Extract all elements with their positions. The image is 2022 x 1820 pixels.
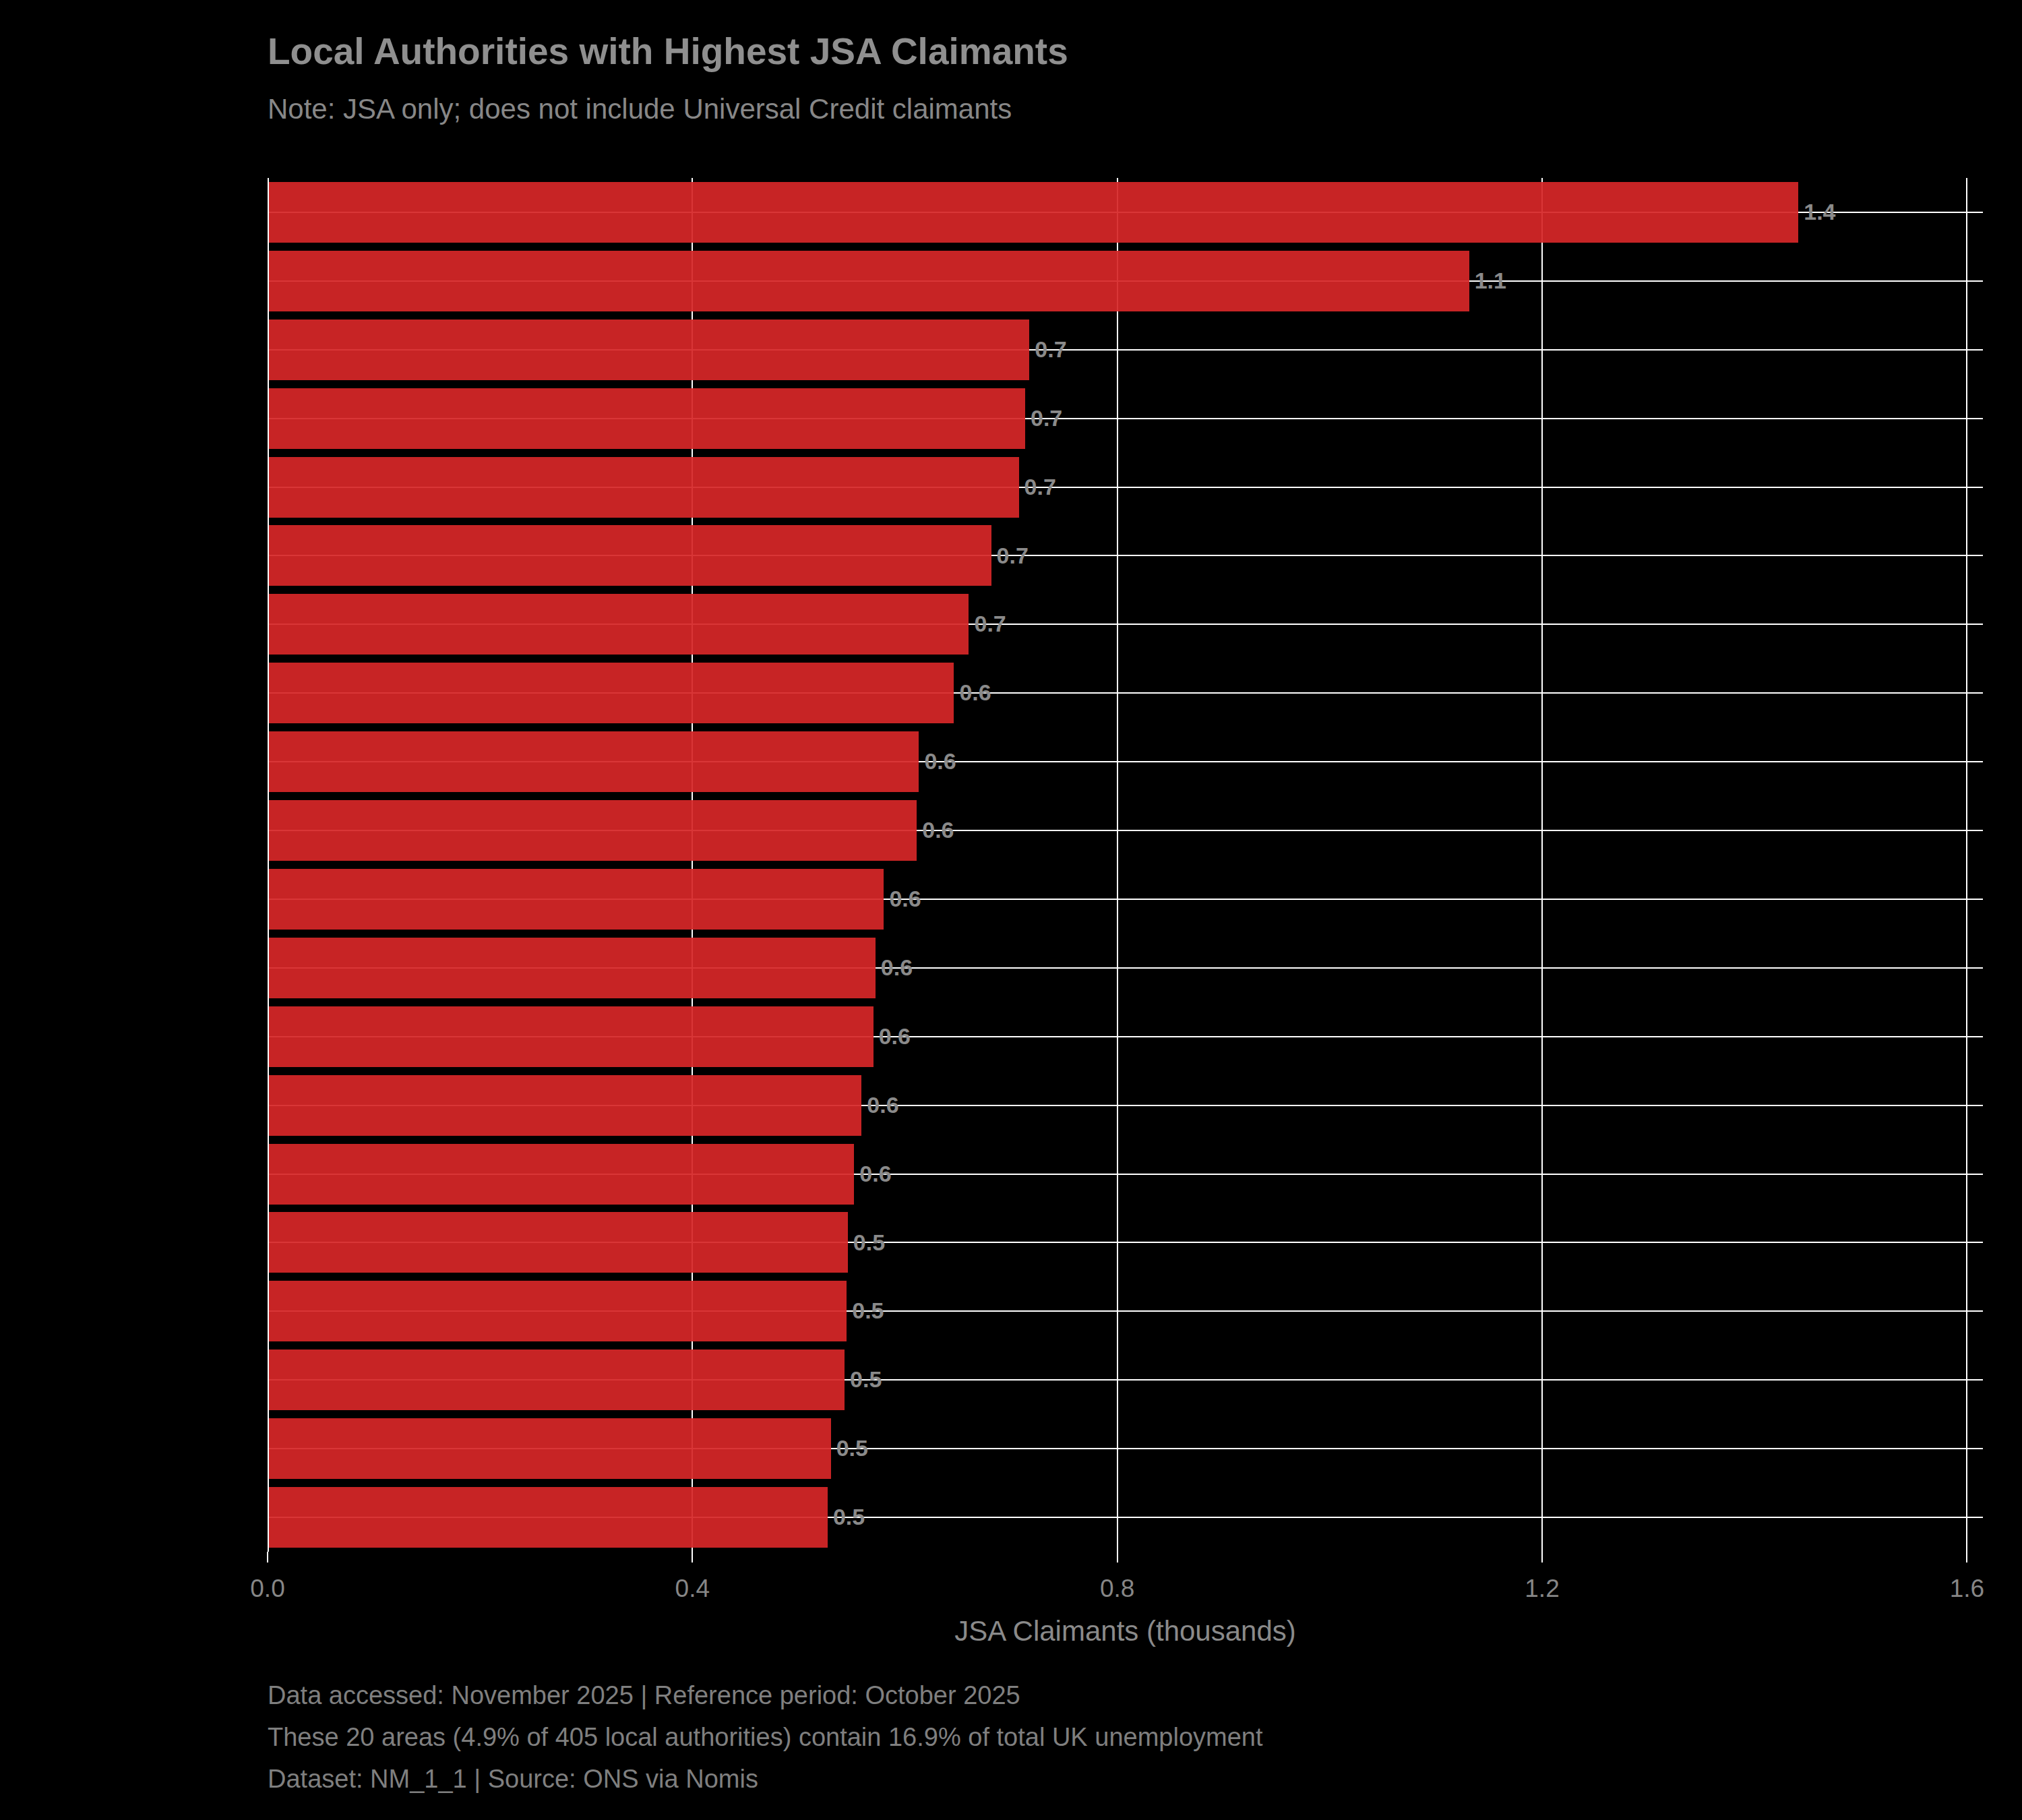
bar-value-label: 0.6	[859, 1140, 891, 1209]
bar-value-label: 0.7	[974, 590, 1006, 659]
bar-ealing	[269, 731, 919, 792]
bar-milton-keynes	[269, 1212, 848, 1273]
x-axis-tick-labels: 0.00.40.81.21.6	[268, 1575, 1983, 1608]
bar-value-label: 0.5	[852, 1277, 884, 1345]
bar-value-label: 0.5	[833, 1483, 865, 1552]
bar-manchester	[269, 457, 1019, 518]
bar-barnet	[269, 1281, 847, 1341]
bar-value-label: 0.7	[1024, 453, 1056, 522]
footer-note-3: Dataset: NM_1_1 | Source: ONS via Nomis	[268, 1765, 758, 1794]
bar-value-label: 0.6	[879, 1002, 911, 1071]
bar-brighton-and-hove	[269, 1349, 845, 1410]
gridline-vertical	[1541, 178, 1543, 1552]
x-tick-label: 1.2	[1488, 1575, 1596, 1603]
gridline-vertical	[1117, 178, 1118, 1552]
y-axis-spine	[268, 178, 269, 1552]
x-tick-label: 0.8	[1064, 1575, 1171, 1603]
bar-liverpool	[269, 938, 876, 998]
x-axis-tick	[692, 1552, 693, 1563]
bar-value-label: 0.5	[850, 1345, 882, 1414]
bar-wiltshire	[269, 1144, 854, 1205]
chart-canvas: Local Authorities with Highest JSA Claim…	[0, 0, 2022, 1820]
x-tick-label: 0.0	[214, 1575, 321, 1603]
bar-cornwall	[269, 1418, 831, 1479]
bar-value-label: 1.4	[1804, 178, 1835, 247]
chart-subtitle: Note: JSA only; does not include Univers…	[268, 93, 1012, 125]
x-tick-label: 0.4	[638, 1575, 746, 1603]
bar-value-label: 0.7	[997, 522, 1029, 590]
x-tick-label: 1.6	[1913, 1575, 2021, 1603]
bar-lewisham	[269, 869, 884, 930]
bar-bristol-city-of	[269, 663, 954, 723]
x-axis-title: JSA Claimants (thousands)	[268, 1615, 1983, 1647]
bar-value-label: 0.5	[853, 1209, 885, 1277]
x-axis-tick	[1117, 1552, 1118, 1563]
bar-value-label: 0.6	[867, 1071, 898, 1140]
bar-wandsworth	[269, 1075, 861, 1136]
x-axis-tick	[1541, 1552, 1543, 1563]
gridline-vertical	[692, 178, 693, 1552]
bar-leeds	[269, 251, 1469, 311]
bar-value-label: 0.6	[924, 727, 956, 796]
chart-title: Local Authorities with Highest JSA Claim…	[268, 30, 1068, 73]
gridline-vertical	[1966, 178, 1967, 1552]
bar-value-label: 0.6	[922, 796, 954, 865]
x-axis-tick	[1966, 1552, 1967, 1563]
bar-sheffield	[269, 320, 1029, 380]
bar-value-label: 0.7	[1035, 315, 1066, 384]
plot-area: 1.41.10.70.70.70.70.70.60.60.60.60.60.60…	[268, 178, 1983, 1552]
bar-waltham-forest	[269, 1006, 874, 1067]
bar-glasgow-city	[269, 594, 969, 655]
bar-value-label: 0.6	[889, 865, 921, 934]
bar-value-label: 1.1	[1475, 247, 1506, 315]
x-axis-tick	[267, 1552, 268, 1563]
bar-value-label: 0.6	[881, 934, 913, 1002]
bar-value-label: 0.7	[1031, 384, 1062, 453]
footer-note-2: These 20 areas (4.9% of 405 local author…	[268, 1723, 1263, 1752]
bar-croydon	[269, 800, 917, 861]
bar-value-label: 0.5	[836, 1414, 868, 1483]
footer-note-1: Data accessed: November 2025 | Reference…	[268, 1681, 1020, 1710]
bar-bromley	[269, 1487, 828, 1548]
bar-birmingham	[269, 182, 1798, 243]
bar-value-label: 0.6	[959, 659, 991, 727]
bar-city-of-edinburgh	[269, 388, 1025, 449]
bar-bradford	[269, 525, 991, 586]
